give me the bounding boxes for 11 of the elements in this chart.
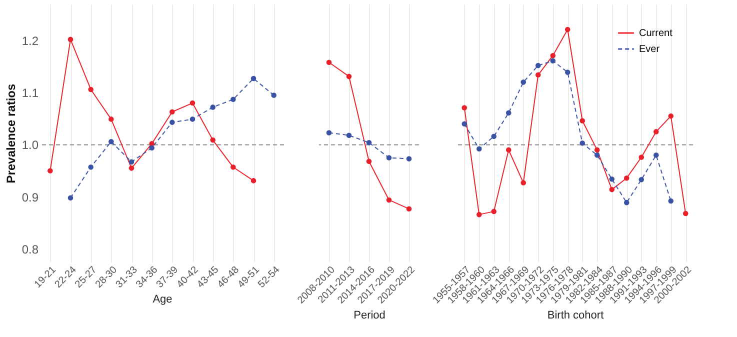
y-tick-label: 0.8 — [22, 242, 39, 256]
y-tick-label: 0.9 — [22, 190, 39, 204]
legend-label: Ever — [639, 44, 660, 55]
y-tick-label: 1.2 — [22, 34, 39, 48]
y-tick-label: 1.0 — [22, 138, 39, 152]
y-axis-title: Prevalence ratios — [4, 83, 18, 184]
legend-label: Current — [639, 28, 673, 39]
x-axis-title: Period — [354, 309, 386, 322]
x-axis-title: Age — [152, 294, 172, 306]
x-axis-title: Birth cohort — [547, 309, 604, 322]
y-tick-label: 1.1 — [22, 86, 39, 100]
